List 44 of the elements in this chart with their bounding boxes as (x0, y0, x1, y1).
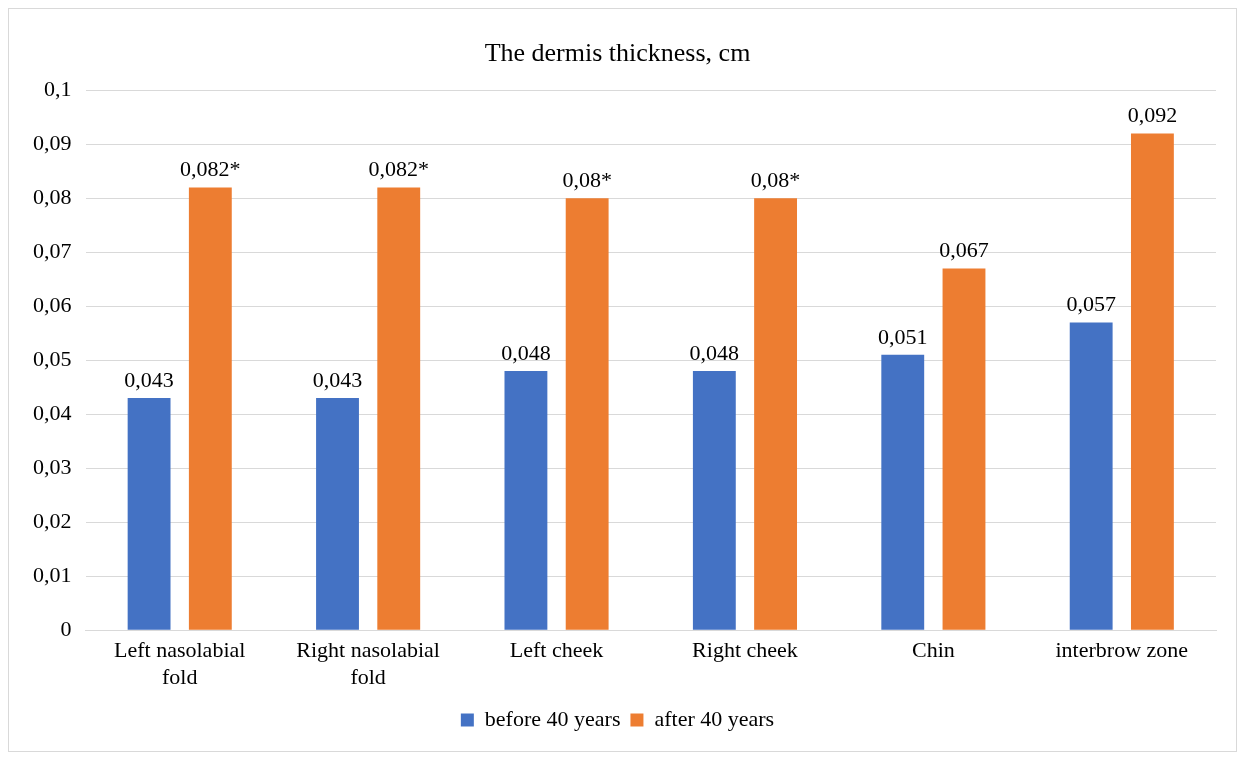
y-tick-label: 0,09 (33, 129, 72, 155)
y-tick-label: 0,07 (33, 237, 72, 263)
legend-label: before 40 years (484, 705, 621, 731)
bar (188, 187, 232, 630)
bar (881, 354, 925, 630)
x-tick-label: interbrow zone (1055, 637, 1189, 663)
bar (504, 371, 548, 630)
y-tick-label: 0,1 (44, 75, 72, 101)
y-tick-label: 0,03 (33, 453, 72, 479)
bar (942, 268, 986, 630)
data-label: 0,043 (124, 366, 174, 392)
bar (754, 198, 798, 630)
data-label: 0,08* (750, 166, 801, 192)
bar (316, 398, 359, 630)
data-label: 0,082* (368, 156, 429, 182)
bar (377, 187, 421, 630)
data-label: 0,092 (1127, 102, 1178, 128)
y-tick-label: 0,08 (33, 183, 72, 209)
bar (692, 371, 736, 630)
x-tick-label: Left nasolabial fold (114, 637, 246, 689)
y-tick-label: 0,04 (33, 399, 72, 425)
bar (1069, 322, 1113, 630)
x-tick-label: Left cheek (509, 637, 604, 663)
y-tick-label: 0,06 (33, 291, 72, 317)
x-tick-label: Chin (911, 637, 955, 663)
data-label: 0,067 (939, 237, 989, 263)
y-tick-label: 0,02 (33, 507, 72, 533)
y-tick-label: 0,05 (33, 345, 72, 371)
data-label: 0,08* (562, 166, 612, 192)
bar (127, 398, 171, 630)
x-tick-label: Right cheek (692, 637, 798, 663)
y-tick-label: 0,01 (33, 561, 72, 587)
data-label: 0,082* (180, 156, 241, 182)
data-label: 0,043 (312, 366, 363, 392)
bar (565, 198, 609, 630)
chart-title: The dermis thickness, cm (484, 38, 751, 68)
data-label: 0,048 (689, 339, 740, 365)
data-label: 0,048 (501, 339, 551, 365)
x-tick-label: Right nasolabial fold (296, 637, 440, 689)
bar (1130, 133, 1174, 630)
y-tick-label: 0 (60, 615, 72, 641)
legend-label: after 40 years (654, 705, 775, 731)
data-label: 0,051 (878, 323, 928, 349)
data-label: 0,057 (1066, 291, 1116, 317)
